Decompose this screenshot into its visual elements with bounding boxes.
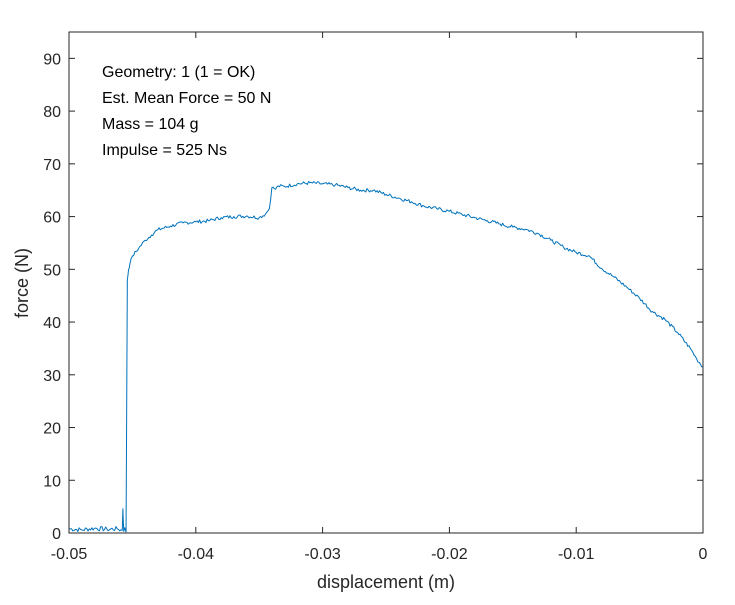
y-tick-label: 10 [43,473,61,490]
y-tick-label: 30 [43,368,61,385]
x-axis-label: displacement (m) [317,572,455,592]
y-tick-label: 90 [43,51,61,68]
y-axis: 0 10 20 30 40 50 60 70 80 90 [43,51,703,543]
x-tick-label: -0.01 [558,546,595,563]
x-tick-label: 0 [699,546,708,563]
y-tick-label: 50 [43,262,61,279]
annotation-geometry: Geometry: 1 (1 = OK) [102,64,255,81]
annotation-mass: Mass = 104 g [102,116,199,133]
annotation-mean-force: Est. Mean Force = 50 N [102,90,271,107]
annotation-impulse: Impulse = 525 Ns [102,142,227,159]
x-tick-label: -0.03 [304,546,341,563]
plot-area [69,32,703,533]
y-axis-label: force (N) [12,248,32,318]
plot-frame [68,31,704,534]
series-layer [68,180,704,533]
y-tick-label: 80 [43,104,61,121]
x-tick-label: -0.05 [51,546,88,563]
x-tick-label: -0.02 [431,546,468,563]
y-tick-label: 40 [43,315,61,332]
annotation-box: Geometry: 1 (1 = OK) Est. Mean Force = 5… [102,64,271,159]
y-tick-label: 0 [52,526,61,543]
y-tick-label: 20 [43,421,61,438]
y-tick-label: 70 [43,157,61,174]
force-series-line [68,180,704,533]
x-axis: -0.05 -0.04 -0.03 -0.02 -0.01 0 [51,32,708,563]
y-tick-label: 60 [43,210,61,227]
x-tick-label: -0.04 [178,546,215,563]
